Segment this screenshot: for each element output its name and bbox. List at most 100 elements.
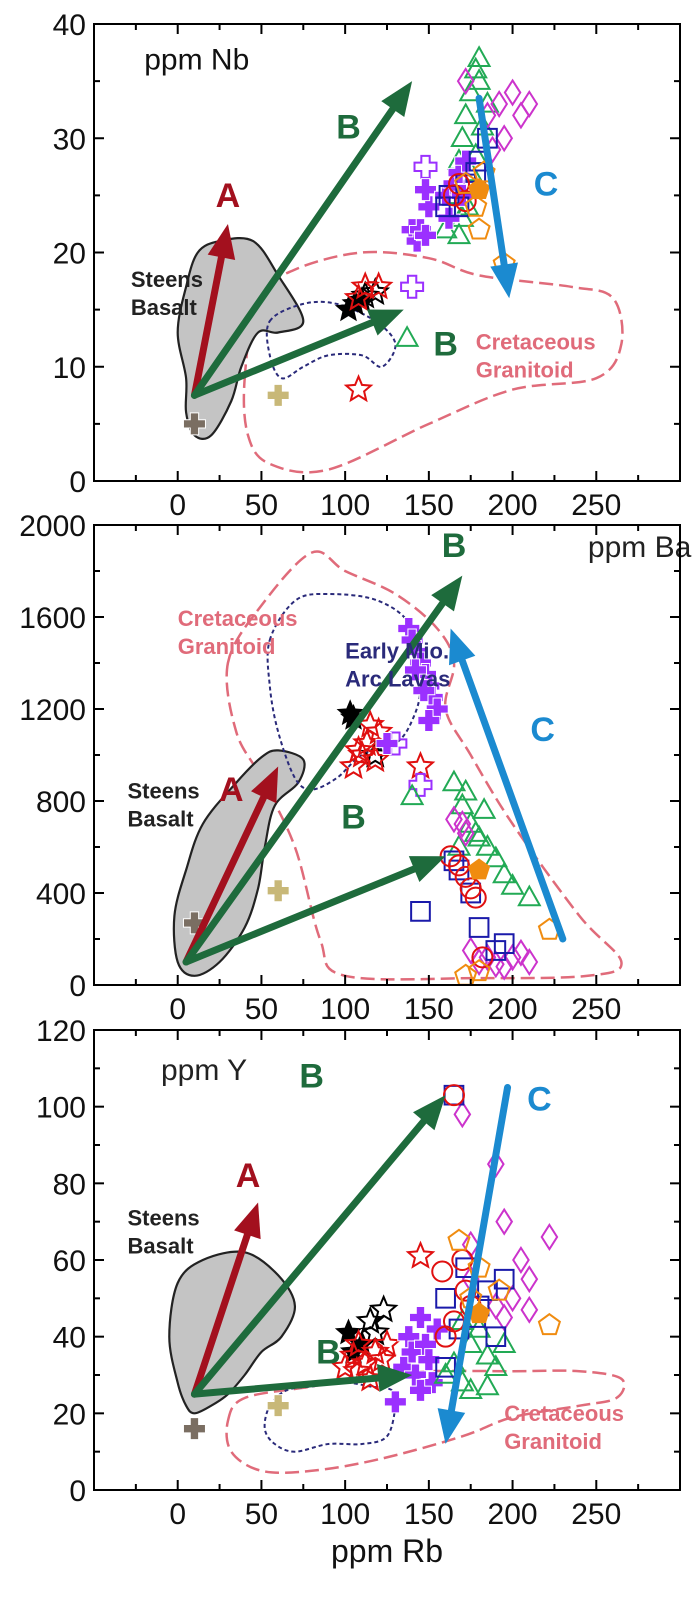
square-point — [435, 1287, 456, 1309]
region-label: Basalt — [131, 295, 198, 320]
square-point — [410, 901, 431, 922]
diamond-point — [495, 1207, 514, 1236]
cross-point — [417, 709, 441, 732]
y-tick-label: 0 — [69, 1475, 86, 1508]
triangle-point — [433, 1361, 458, 1384]
diamond-point — [461, 1230, 480, 1259]
star-point — [372, 1328, 402, 1357]
cretaceous-granitoid-field — [225, 550, 623, 981]
triangle-point — [471, 797, 497, 819]
cross-point — [408, 1378, 432, 1402]
region-label: Granitoid — [476, 358, 574, 383]
triangle-point — [453, 102, 478, 125]
pentagon-point — [468, 178, 491, 200]
cross-point — [182, 412, 206, 436]
triangle-point — [483, 1354, 508, 1377]
diamond-point — [520, 1295, 539, 1324]
x-tick-label: 150 — [404, 1498, 454, 1531]
arrow-c-shaft — [475, 94, 508, 269]
arrow-a-shaft — [190, 1231, 251, 1398]
region-label: Cretaceous — [178, 606, 298, 631]
diamond-point — [453, 810, 472, 838]
y-tick-label: 80 — [53, 1168, 86, 1201]
y-tick-label: 100 — [36, 1092, 86, 1125]
cross-point — [408, 772, 433, 797]
region-label: ppm Y — [161, 1054, 247, 1087]
triangle-point — [446, 222, 472, 245]
arrow-b-head — [408, 856, 446, 882]
x-tick-label: 250 — [571, 1498, 621, 1531]
arrow-label: A — [219, 771, 244, 809]
x-tick-label: 50 — [245, 993, 278, 1026]
arrow-label: B — [299, 1058, 324, 1096]
pentagon-point — [447, 1228, 471, 1251]
y-tick-label: 2000 — [19, 510, 86, 543]
star-point — [360, 743, 391, 773]
diamond-point — [486, 1292, 505, 1320]
square-point — [468, 917, 490, 938]
cross-point — [425, 1317, 449, 1341]
y-tick-label: 800 — [36, 786, 86, 819]
triangle-point — [450, 125, 475, 147]
pentagon-point — [487, 1278, 511, 1301]
arrow-label: B — [442, 527, 467, 565]
triangle-point — [466, 45, 492, 67]
region-label: Basalt — [127, 807, 194, 832]
cross-point — [417, 195, 441, 219]
square-point — [448, 196, 470, 218]
circle-point — [442, 1084, 465, 1107]
cross-point — [403, 658, 427, 682]
triangle-point — [475, 1373, 500, 1396]
x-axis-label: ppm Rb — [331, 1533, 443, 1569]
region-label: Cretaceous — [504, 1401, 624, 1426]
diamond-point — [512, 1246, 530, 1274]
region-label: Basalt — [127, 1234, 194, 1259]
square-point — [493, 933, 515, 954]
star-point — [405, 1240, 436, 1269]
cross-point — [425, 697, 449, 721]
cross-point — [375, 732, 399, 755]
triangle-point — [394, 325, 420, 347]
arrow-b-shaft — [182, 865, 418, 966]
triangle-point — [399, 783, 425, 806]
star-point — [338, 1340, 369, 1369]
arrow-label: C — [527, 1081, 552, 1119]
star-point — [334, 1318, 363, 1345]
arrow-c-shaft — [447, 1084, 512, 1415]
star-point — [343, 373, 374, 403]
region-label: Cretaceous — [476, 330, 596, 355]
cross-point — [400, 274, 425, 299]
panel-2: A B B C Cretaceous Granitoid Early Mio. Arc Lav… — [19, 510, 691, 1026]
region-label: Early Mio. — [345, 638, 449, 663]
triangle-point — [483, 845, 508, 868]
y-tick-label: 10 — [53, 352, 86, 385]
circle-point — [442, 184, 465, 207]
triangle-point — [475, 833, 500, 856]
star-point — [367, 1344, 397, 1373]
circle-point — [434, 1325, 457, 1348]
arrow-a-head — [207, 223, 236, 260]
panel-1: A B B C Steens Basalt Cretaceous Granitoid 0 10 20… — [53, 9, 681, 522]
x-tick-label: 0 — [169, 1498, 186, 1531]
square-point — [435, 1356, 456, 1378]
cross-point — [414, 223, 438, 247]
region-label: Steens — [131, 267, 203, 292]
triangle-point — [517, 884, 542, 907]
star-point — [363, 271, 394, 300]
arc-lavas-field — [265, 300, 397, 380]
x-tick-label: 150 — [404, 993, 454, 1026]
x-tick-label: 100 — [320, 993, 370, 1026]
arrow-c-shaft — [458, 656, 567, 943]
arrow-b-shaft — [182, 599, 447, 966]
arrow-label: A — [236, 1157, 261, 1195]
cross-point — [266, 1394, 290, 1418]
diamond-point — [520, 1265, 539, 1294]
y-tick-label: 0 — [69, 466, 86, 499]
diamond-point — [490, 90, 509, 118]
arrow-b-shaft — [190, 105, 397, 399]
arrow-b-head — [366, 309, 404, 336]
pentagon-point — [454, 171, 478, 194]
circle-point — [471, 946, 494, 969]
region-label: Granitoid — [504, 1429, 602, 1454]
